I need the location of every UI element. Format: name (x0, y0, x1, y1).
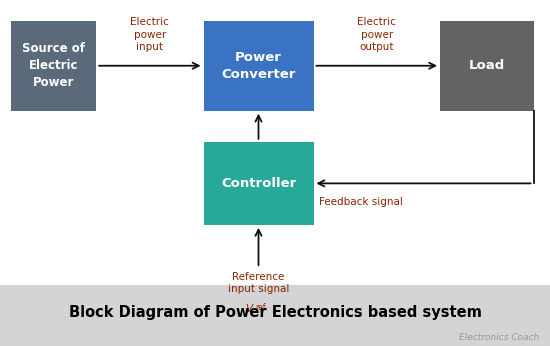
Text: Controller: Controller (221, 177, 296, 190)
Text: Block Diagram of Power Electronics based system: Block Diagram of Power Electronics based… (69, 305, 481, 320)
Text: Feedback signal: Feedback signal (319, 197, 403, 207)
Text: Electric
power
output: Electric power output (358, 17, 396, 52)
Text: ref: ref (256, 303, 266, 312)
Text: Load: Load (469, 59, 505, 72)
Text: Reference
input signal: Reference input signal (228, 272, 289, 294)
Text: V: V (245, 304, 252, 315)
Text: Power
Converter: Power Converter (221, 51, 296, 81)
Text: Electronics Coach: Electronics Coach (459, 333, 539, 342)
Text: Electric
power
input: Electric power input (130, 17, 169, 52)
FancyBboxPatch shape (204, 21, 314, 111)
FancyBboxPatch shape (204, 142, 314, 225)
FancyBboxPatch shape (11, 21, 96, 111)
Text: Source of
Electric
Power: Source of Electric Power (22, 42, 85, 89)
FancyBboxPatch shape (440, 21, 534, 111)
FancyBboxPatch shape (0, 285, 550, 346)
